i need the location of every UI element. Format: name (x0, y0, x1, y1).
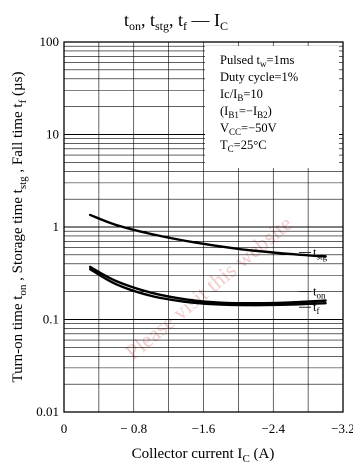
y-tick-label: 100 (40, 34, 60, 49)
series-label-t-f: tf (313, 300, 319, 316)
series-line-t-f (88, 267, 327, 307)
condition-pulsed: Pulsed tw=1ms (220, 53, 294, 69)
series-line-t-stg (88, 213, 327, 258)
series-label-t-stg: tstg (313, 245, 327, 261)
y-tick-label: 1 (53, 219, 60, 234)
condition-vcc: VCC=−50V (220, 121, 277, 137)
condition-duty: Duty cycle=1% (220, 70, 298, 84)
y-tick-label: 0.01 (36, 404, 59, 419)
chart-title: ton, tstg, tf — IC (124, 10, 228, 33)
x-tick-label: −3.2 (331, 421, 353, 436)
y-axis-label: Turn-on time ton , Storage time tstg , F… (10, 71, 29, 382)
conditions-box: Pulsed tw=1ms Duty cycle=1% Ic/IB=10 (IB… (205, 46, 339, 168)
series (88, 213, 327, 307)
x-tick-label: 0 (61, 421, 68, 436)
x-tick-label: −1.6 (192, 421, 216, 436)
x-axis-label: Collector current IC (A) (132, 446, 275, 465)
x-tick-label: − 0.8 (120, 421, 147, 436)
condition-tc: TC=25°C (220, 138, 267, 154)
tick-labels: 0 − 0.8 −1.6 −2.4 −3.2 0.01 0.1 1 10 100 (36, 34, 353, 436)
series-line-t-on (88, 265, 327, 305)
plot-frame (63, 41, 344, 413)
condition-ib: (IB1=−IB2) (220, 104, 272, 120)
series-label-t-on: ton (313, 285, 326, 301)
condition-ratio: Ic/IB=10 (220, 87, 263, 103)
x-tick-label: −2.4 (261, 421, 285, 436)
y-tick-label: 0.1 (43, 312, 59, 327)
y-tick-label: 10 (46, 127, 59, 142)
